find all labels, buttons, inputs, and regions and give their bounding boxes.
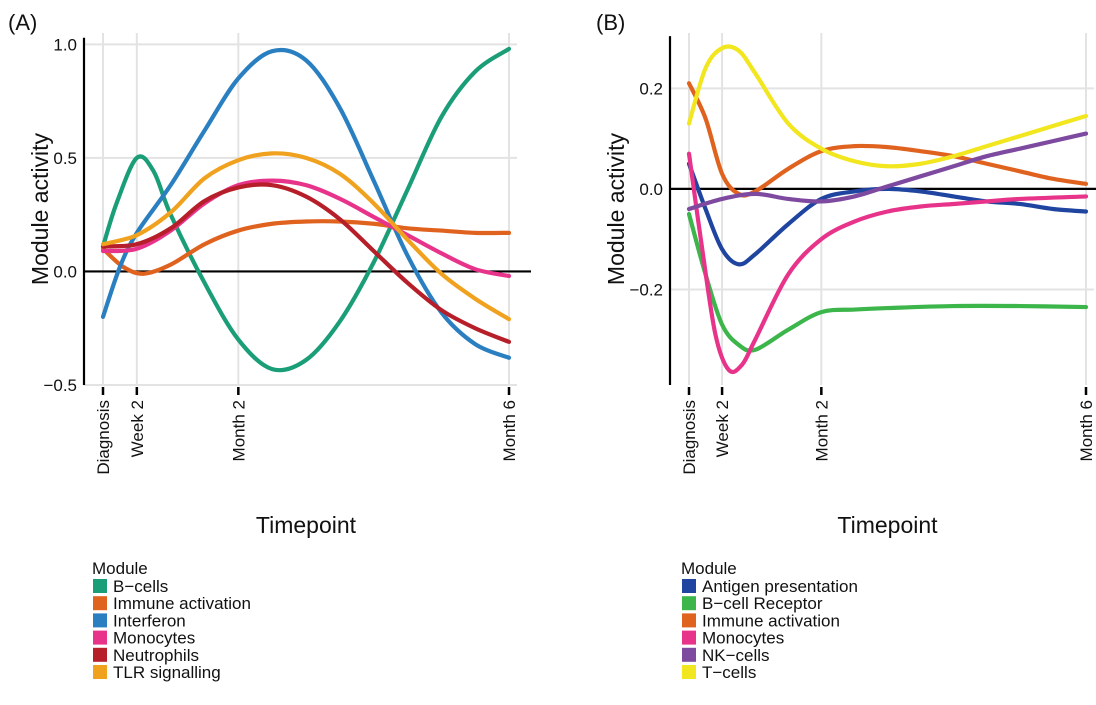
x-tick-label: Diagnosis — [680, 400, 699, 475]
panel-a-y-axis-title: Module activity — [27, 132, 53, 285]
legend-swatch — [682, 647, 696, 662]
legend-label: Monocytes — [702, 629, 784, 648]
series-line — [100, 47, 512, 360]
panel-b: (B) −0.2 0.0 0.2 Diagnosis Week 2 Month 2 Month… — [596, 10, 1096, 682]
x-tick-label: Month 2 — [812, 400, 831, 461]
legend-title: Module — [681, 559, 737, 578]
panel-a-x-axis-title: Timepoint — [256, 512, 357, 538]
legend-swatch — [682, 665, 696, 679]
y-tick-label: 0.5 — [53, 149, 77, 168]
y-tick-label: 0.0 — [639, 180, 663, 199]
panel-b-y-axis-title: Module activity — [603, 132, 629, 285]
x-tick-label: Diagnosis — [94, 400, 113, 475]
series-line — [100, 219, 512, 276]
legend-swatch — [93, 647, 107, 662]
series-line — [686, 151, 1089, 375]
series-line — [686, 131, 1089, 212]
series-line — [100, 182, 512, 344]
legend-swatch — [682, 613, 696, 628]
panel-a-label: (A) — [8, 10, 37, 35]
y-tick-label: 0.2 — [639, 79, 663, 98]
x-tick-label: Month 6 — [1077, 400, 1096, 461]
series-line — [100, 46, 512, 373]
x-tick-label: Month 6 — [500, 400, 519, 461]
series-line — [686, 44, 1089, 169]
y-tick-label: 1.0 — [53, 35, 77, 54]
panel-b-series — [686, 44, 1089, 375]
legend-label: Neutrophils — [113, 646, 199, 665]
panel-b-label: (B) — [596, 10, 625, 35]
legend-label: B−cells — [113, 577, 168, 596]
panel-a-grid — [84, 33, 517, 386]
panel-a-series — [100, 46, 512, 373]
legend-label: Interferon — [113, 611, 186, 630]
legend-label: Monocytes — [113, 629, 195, 648]
x-tick-label: Week 2 — [713, 400, 732, 457]
legend-title: Module — [92, 559, 148, 578]
y-tick-label: 0.0 — [53, 262, 77, 281]
legend-swatch — [682, 630, 696, 645]
legend-swatch — [682, 579, 696, 593]
series-line — [686, 161, 1089, 267]
legend-label: TLR signalling — [113, 663, 221, 682]
series-line — [686, 81, 1089, 198]
legend-swatch — [93, 613, 107, 628]
legend-label: T−cells — [702, 663, 756, 682]
series-line — [100, 151, 512, 322]
legend-swatch — [682, 596, 696, 611]
legend-label: B−cell Receptor — [702, 594, 823, 613]
series-line — [686, 211, 1089, 353]
legend-swatch — [93, 630, 107, 645]
panel-b-grid — [670, 33, 1094, 385]
y-tick-label: −0.5 — [43, 376, 77, 395]
y-tick-label: −0.2 — [629, 280, 663, 299]
panel-a: (A) −0.5 0.0 0.5 1.0 Diagnosis Week 2 Month 2 Mo… — [8, 10, 531, 682]
x-tick-label: Month 2 — [229, 400, 248, 461]
legend-label: Immune activation — [702, 611, 840, 630]
panel-b-x-axis-title: Timepoint — [837, 512, 938, 538]
legend-swatch — [93, 596, 107, 611]
legend-label: Immune activation — [113, 594, 251, 613]
x-tick-label: Week 2 — [128, 400, 147, 457]
legend-swatch — [93, 665, 107, 679]
legend-label: Antigen presentation — [702, 577, 858, 596]
legend-label: NK−cells — [702, 646, 770, 665]
legend-swatch — [93, 579, 107, 593]
